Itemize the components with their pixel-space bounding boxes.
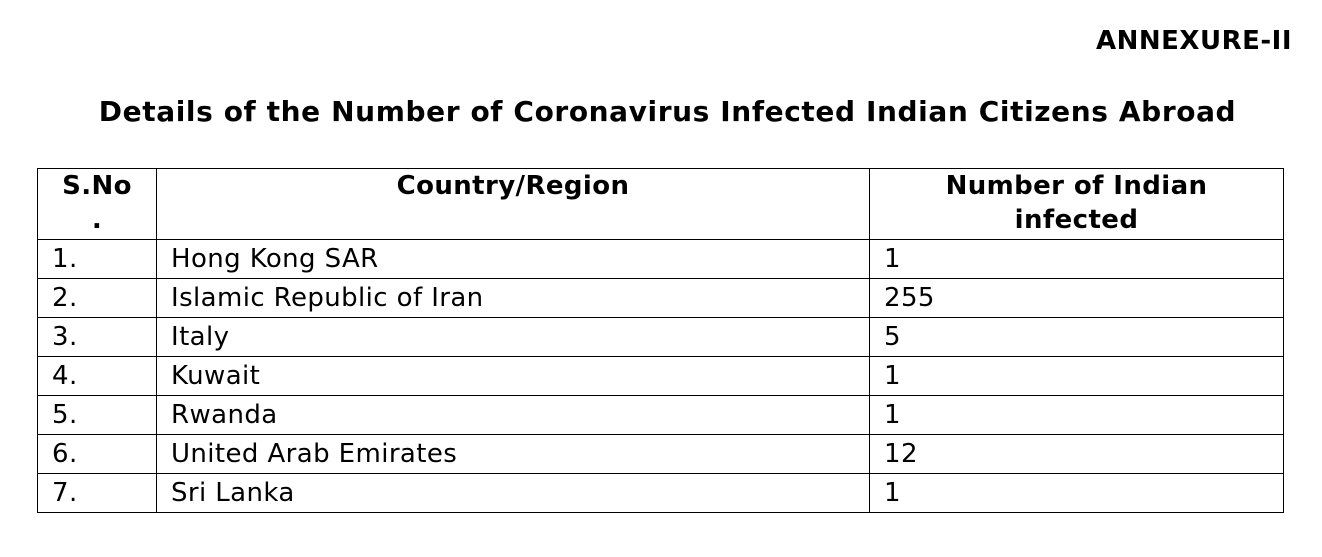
row-sno: 3. xyxy=(37,317,157,357)
row-count: 12 xyxy=(869,434,1284,474)
header-country: Country/Region xyxy=(156,168,870,240)
header-count: Number of Indian infected xyxy=(869,168,1284,240)
table-row: 7. Sri Lanka 1 xyxy=(37,473,1284,513)
row-country: Kuwait xyxy=(156,356,870,396)
table-row: 2. Islamic Republic of Iran 255 xyxy=(37,278,1284,318)
row-country: Rwanda xyxy=(156,395,870,435)
row-sno: 5. xyxy=(37,395,157,435)
row-count: 5 xyxy=(869,317,1284,357)
header-sno: S.No . xyxy=(37,168,157,240)
document-title: Details of the Number of Coronavirus Inf… xyxy=(98,95,1237,128)
table-header-row: S.No . Country/Region Number of Indian i… xyxy=(37,168,1284,240)
row-count: 255 xyxy=(869,278,1284,318)
row-country: Hong Kong SAR xyxy=(156,239,870,279)
row-sno: 7. xyxy=(37,473,157,513)
row-sno: 4. xyxy=(37,356,157,396)
row-country: United Arab Emirates xyxy=(156,434,870,474)
header-count-line1: Number of Indian xyxy=(945,171,1208,201)
row-count: 1 xyxy=(869,473,1284,513)
table-row: 5. Rwanda 1 xyxy=(37,395,1284,435)
row-country: Sri Lanka xyxy=(156,473,870,513)
table-row: 6. United Arab Emirates 12 xyxy=(37,434,1284,474)
table-row: 4. Kuwait 1 xyxy=(37,356,1284,396)
row-sno: 2. xyxy=(37,278,157,318)
header-count-line2: infected xyxy=(1014,205,1139,235)
row-count: 1 xyxy=(869,395,1284,435)
table-row: 3. Italy 5 xyxy=(37,317,1284,357)
row-country: Islamic Republic of Iran xyxy=(156,278,870,318)
row-sno: 6. xyxy=(37,434,157,474)
infected-citizens-table: S.No . Country/Region Number of Indian i… xyxy=(37,168,1284,513)
table-row: 1. Hong Kong SAR 1 xyxy=(37,239,1284,279)
annexure-label: ANNEXURE-II xyxy=(1096,26,1292,56)
row-count: 1 xyxy=(869,356,1284,396)
header-sno-line2: . xyxy=(91,205,103,235)
row-country: Italy xyxy=(156,317,870,357)
header-sno-line1: S.No xyxy=(62,171,132,201)
row-count: 1 xyxy=(869,239,1284,279)
row-sno: 1. xyxy=(37,239,157,279)
